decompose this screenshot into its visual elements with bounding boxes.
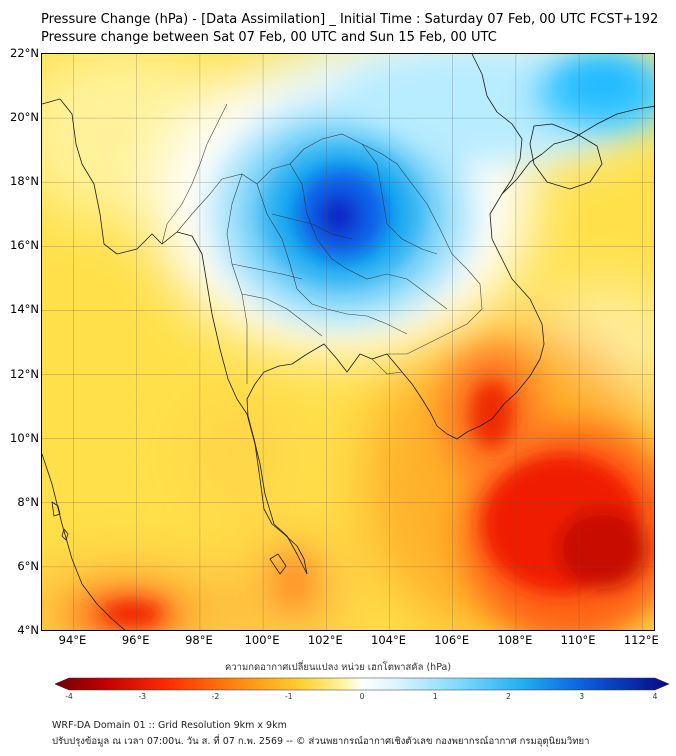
coastlines bbox=[42, 54, 654, 630]
lon-label: 106°E bbox=[434, 633, 470, 647]
colorbar-tick-label: 2 bbox=[506, 692, 511, 701]
colorbar-ramp bbox=[54, 677, 670, 691]
country-borders bbox=[161, 103, 483, 384]
lat-label: 18°N bbox=[10, 174, 39, 189]
footer-credit: ปรับปรุงข้อมูล ณ เวลา 07:00น. วัน ส. ที่… bbox=[52, 736, 590, 747]
lon-label: 98°E bbox=[185, 633, 213, 647]
colorbar-title: ความกดอากาศเปลี่ยนแปลง หน่วย เฮกโตพาสคัล… bbox=[224, 662, 452, 673]
lon-label: 100°E bbox=[244, 633, 280, 647]
colorbar-tick-label: 3 bbox=[579, 692, 585, 701]
colorbar-tick-label: 4 bbox=[652, 692, 658, 701]
colorbar: -4 -3 -2 -1 0 1 2 3 4 bbox=[54, 676, 675, 710]
lon-label: 102°E bbox=[307, 633, 343, 647]
lon-label: 108°E bbox=[497, 633, 533, 647]
colorbar-tick-label: 0 bbox=[359, 692, 365, 701]
colorbar-tick-label: -4 bbox=[65, 692, 73, 701]
colorbar-tick-label: 1 bbox=[432, 692, 438, 701]
map-canvas bbox=[42, 54, 654, 630]
lon-label: 112°E bbox=[623, 633, 659, 647]
graticule bbox=[42, 54, 654, 630]
lat-label: 22°N bbox=[10, 46, 39, 60]
lat-label: 16°N bbox=[10, 238, 39, 253]
lon-label: 110°E bbox=[560, 633, 596, 647]
lat-label: 12°N bbox=[10, 366, 39, 381]
colorbar-tick-label: -1 bbox=[285, 692, 293, 701]
footer-model-info: WRF-DA Domain 01 :: Grid Resolution 9km … bbox=[52, 720, 287, 731]
lon-label: 94°E bbox=[58, 633, 87, 647]
lat-label: 20°N bbox=[10, 110, 39, 125]
lat-label: 6°N bbox=[17, 558, 39, 573]
field-low-core bbox=[102, 379, 647, 626]
colorbar-tick-label: -2 bbox=[211, 692, 220, 701]
lat-label: 8°N bbox=[17, 494, 39, 509]
lon-label: 96°E bbox=[121, 633, 150, 647]
lon-label: 104°E bbox=[371, 633, 406, 647]
map-subtitle: Pressure change between Sat 07 Feb, 00 U… bbox=[41, 30, 497, 45]
lat-label: 4°N bbox=[17, 623, 39, 637]
field-high-core bbox=[297, 169, 387, 259]
pressure-change-map bbox=[41, 53, 655, 631]
map-title: Pressure Change (hPa) - [Data Assimilati… bbox=[41, 12, 659, 27]
colorbar-tick-label: -3 bbox=[138, 692, 146, 701]
lat-label: 10°N bbox=[10, 430, 39, 445]
lat-label: 14°N bbox=[10, 302, 39, 317]
